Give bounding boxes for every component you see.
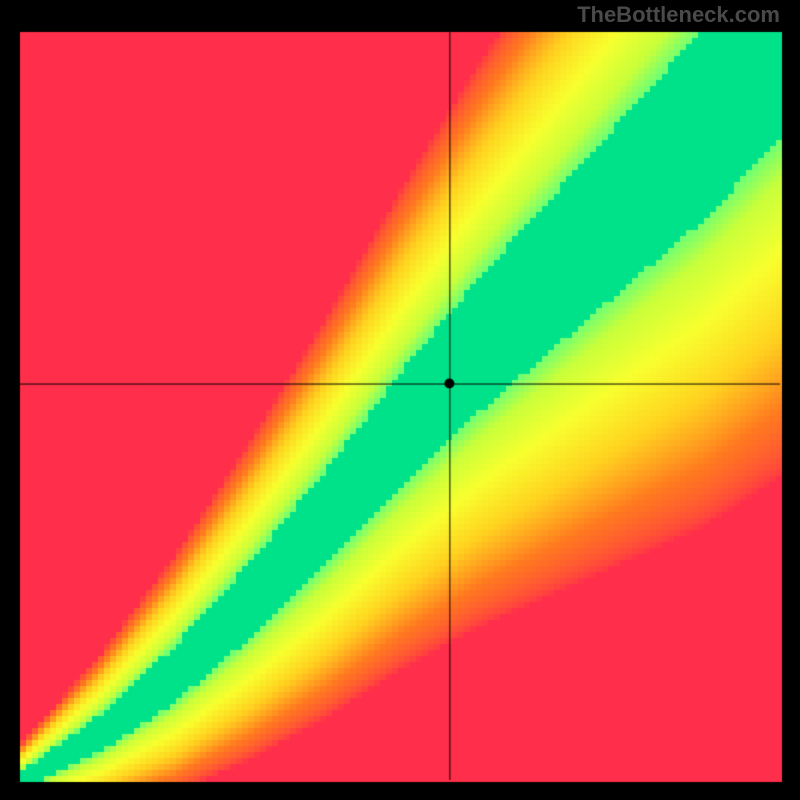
watermark-text: TheBottleneck.com xyxy=(577,2,780,28)
crosshair-overlay xyxy=(0,0,800,800)
chart-container: TheBottleneck.com xyxy=(0,0,800,800)
